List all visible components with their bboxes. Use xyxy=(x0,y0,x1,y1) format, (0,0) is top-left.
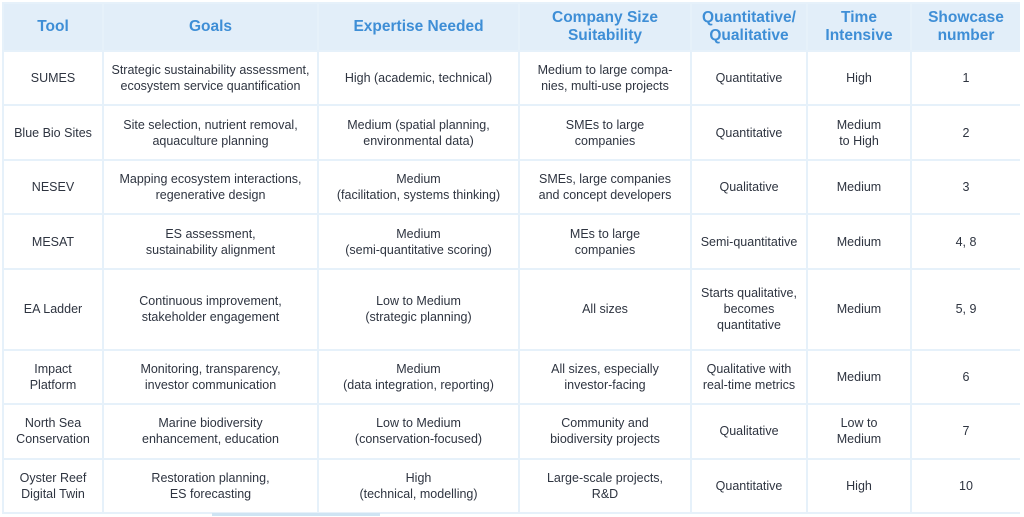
cell-expertise: Medium (facilitation, systems thinking) xyxy=(319,160,518,214)
cell-quant-qual: Starts qualitative, becomes quantitative xyxy=(692,269,806,349)
cell-quant-qual: Quantitative xyxy=(692,459,806,512)
cell-time-intensive: High xyxy=(808,52,910,105)
cell-time-intensive: Low to Medium xyxy=(808,405,910,458)
cell-showcase-number: 10 xyxy=(912,459,1020,512)
header-expertise-needed: Expertise Needed xyxy=(319,4,518,50)
cell-quant-qual: Quantitative xyxy=(692,52,806,105)
cell-showcase-number: 3 xyxy=(912,160,1020,214)
cell-company-size: Community and biodiversity projects xyxy=(520,405,690,458)
cell-time-intensive: Medium xyxy=(808,350,910,404)
header-time-intensive: Time Intensive xyxy=(808,4,910,50)
header-showcase-number: Showcase number xyxy=(912,4,1020,50)
table-row: North Sea Conservation Marine biodiversi… xyxy=(4,405,1020,458)
scroll-strip xyxy=(212,513,380,516)
cell-tool: SUMES xyxy=(4,52,102,105)
cell-tool: Blue Bio Sites xyxy=(4,106,102,159)
cell-tool: EA Ladder xyxy=(4,269,102,349)
cell-showcase-number: 7 xyxy=(912,405,1020,458)
header-tool: Tool xyxy=(4,4,102,50)
cell-showcase-number: 5, 9 xyxy=(912,269,1020,349)
cell-time-intensive: Medium xyxy=(808,160,910,214)
cell-time-intensive: Medium to High xyxy=(808,106,910,159)
header-quantitative-qualitative: Quantitative/ Qualitative xyxy=(692,4,806,50)
cell-tool: North Sea Conservation xyxy=(4,405,102,458)
cell-expertise: Medium (data integration, reporting) xyxy=(319,350,518,404)
cell-company-size: Large-scale projects, R&D xyxy=(520,459,690,512)
cell-time-intensive: Medium xyxy=(808,269,910,349)
cell-quant-qual: Qualitative xyxy=(692,160,806,214)
header-row: Tool Goals Expertise Needed Company Size… xyxy=(4,4,1020,50)
table-row: EA Ladder Continuous improvement, stakeh… xyxy=(4,269,1020,349)
cell-tool: MESAT xyxy=(4,215,102,268)
cell-expertise: High (academic, technical) xyxy=(319,52,518,105)
cell-company-size: SMEs to large companies xyxy=(520,106,690,159)
cell-tool: Impact Platform xyxy=(4,350,102,404)
table-row: MESAT ES assessment, sustainability alig… xyxy=(4,215,1020,268)
cell-goals: Continuous improvement, stakeholder enga… xyxy=(104,269,317,349)
cell-expertise: Medium (semi-quantitative scoring) xyxy=(319,215,518,268)
cell-time-intensive: High xyxy=(808,459,910,512)
table-row: Impact Platform Monitoring, transparency… xyxy=(4,350,1020,404)
cell-tool: Oyster Reef Digital Twin xyxy=(4,459,102,512)
table-row: NESEV Mapping ecosystem interactions, re… xyxy=(4,160,1020,214)
cell-showcase-number: 1 xyxy=(912,52,1020,105)
cell-goals: Strategic sustainability assessment, eco… xyxy=(104,52,317,105)
cell-goals: Marine biodiversity enhancement, educati… xyxy=(104,405,317,458)
cell-goals: Site selection, nutrient removal, aquacu… xyxy=(104,106,317,159)
cell-quant-qual: Qualitative xyxy=(692,405,806,458)
table-row: Blue Bio Sites Site selection, nutrient … xyxy=(4,106,1020,159)
cell-company-size: SMEs, large companies and concept develo… xyxy=(520,160,690,214)
cell-quant-qual: Semi-quantitative xyxy=(692,215,806,268)
cell-showcase-number: 4, 8 xyxy=(912,215,1020,268)
cell-expertise: High (technical, modelling) xyxy=(319,459,518,512)
cell-showcase-number: 6 xyxy=(912,350,1020,404)
cell-expertise: Medium (spatial planning, environmental … xyxy=(319,106,518,159)
cell-expertise: Low to Medium (strategic planning) xyxy=(319,269,518,349)
cell-company-size: All sizes xyxy=(520,269,690,349)
cell-tool: NESEV xyxy=(4,160,102,214)
cell-company-size: Medium to large compa- nies, multi-use p… xyxy=(520,52,690,105)
cell-goals: Restoration planning, ES forecasting xyxy=(104,459,317,512)
cell-expertise: Low to Medium (conservation-focused) xyxy=(319,405,518,458)
table-row: Oyster Reef Digital Twin Restoration pla… xyxy=(4,459,1020,512)
cell-time-intensive: Medium xyxy=(808,215,910,268)
table-row: SUMES Strategic sustainability assessmen… xyxy=(4,52,1020,105)
cell-company-size: MEs to large companies xyxy=(520,215,690,268)
cell-quant-qual: Quantitative xyxy=(692,106,806,159)
header-company-size-suitability: Company Size Suitability xyxy=(520,4,690,50)
cell-company-size: All sizes, especially investor-facing xyxy=(520,350,690,404)
cell-goals: Mapping ecosystem interactions, regenera… xyxy=(104,160,317,214)
cell-showcase-number: 2 xyxy=(912,106,1020,159)
cell-quant-qual: Qualitative with real-time metrics xyxy=(692,350,806,404)
header-goals: Goals xyxy=(104,4,317,50)
cell-goals: ES assessment, sustainability alignment xyxy=(104,215,317,268)
cell-goals: Monitoring, transparency, investor commu… xyxy=(104,350,317,404)
